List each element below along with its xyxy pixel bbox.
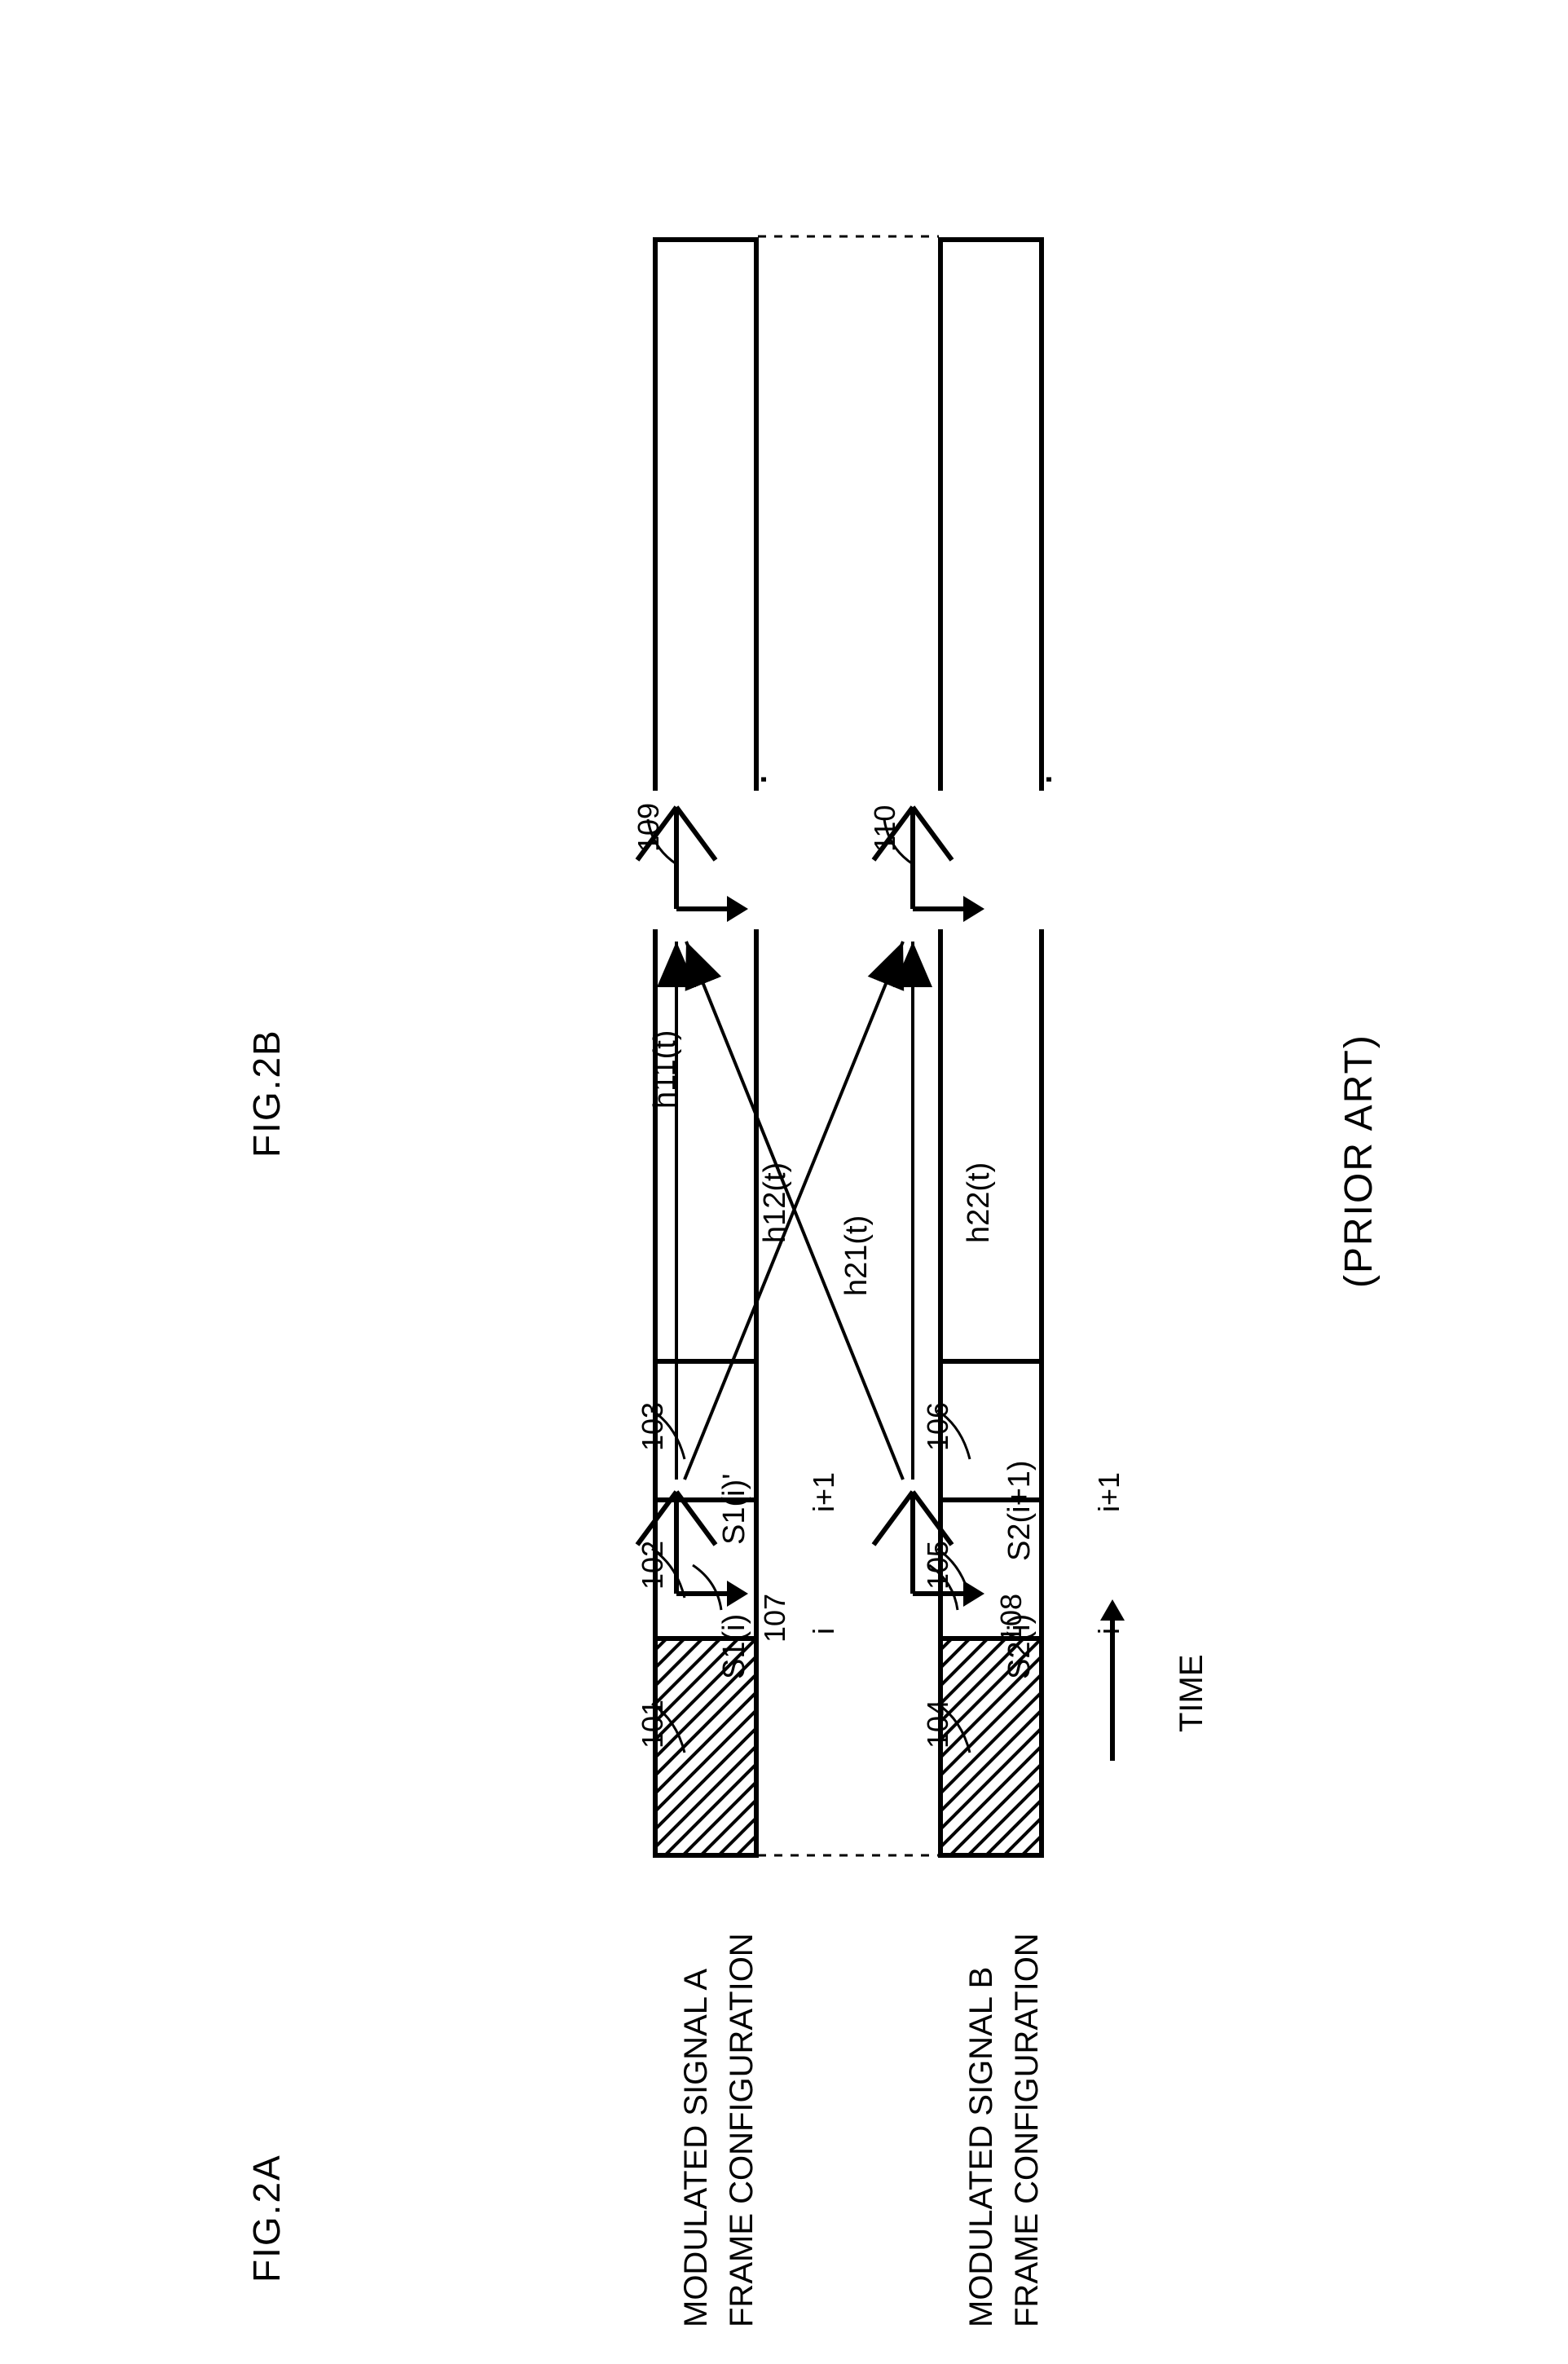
canvas: FIG.2A MODULATED SIGNAL A FRAME CONFIGUR… xyxy=(0,0,1568,2364)
rx1-ref: 109 xyxy=(632,803,666,852)
prior-art-label: (PRIOR ART) xyxy=(1337,1034,1381,1288)
fig2b-label: FIG.2B xyxy=(244,1029,288,1158)
h12-label: h12(t) xyxy=(758,1162,793,1243)
h22-label: h22(t) xyxy=(962,1162,997,1243)
rx2-ref: 110 xyxy=(868,805,902,852)
tx1-ref: 107 xyxy=(758,1594,792,1643)
h11-label: h11(t) xyxy=(648,1030,683,1109)
h21-label: h21(t) xyxy=(839,1215,874,1296)
frame-a-label-line1: MODULATED SIGNAL A xyxy=(678,1969,715,2327)
mimo-diagram xyxy=(570,408,1353,1712)
fig2a-label: FIG.2A xyxy=(244,2154,288,2282)
frame-b-label-line2: FRAME CONFIGURATION xyxy=(1009,1933,1046,2327)
frame-b-label-line1: MODULATED SIGNAL B xyxy=(963,1967,1000,2327)
tx2-ref: 108 xyxy=(994,1594,1028,1643)
frame-a-label-line2: FRAME CONFIGURATION xyxy=(724,1933,760,2327)
